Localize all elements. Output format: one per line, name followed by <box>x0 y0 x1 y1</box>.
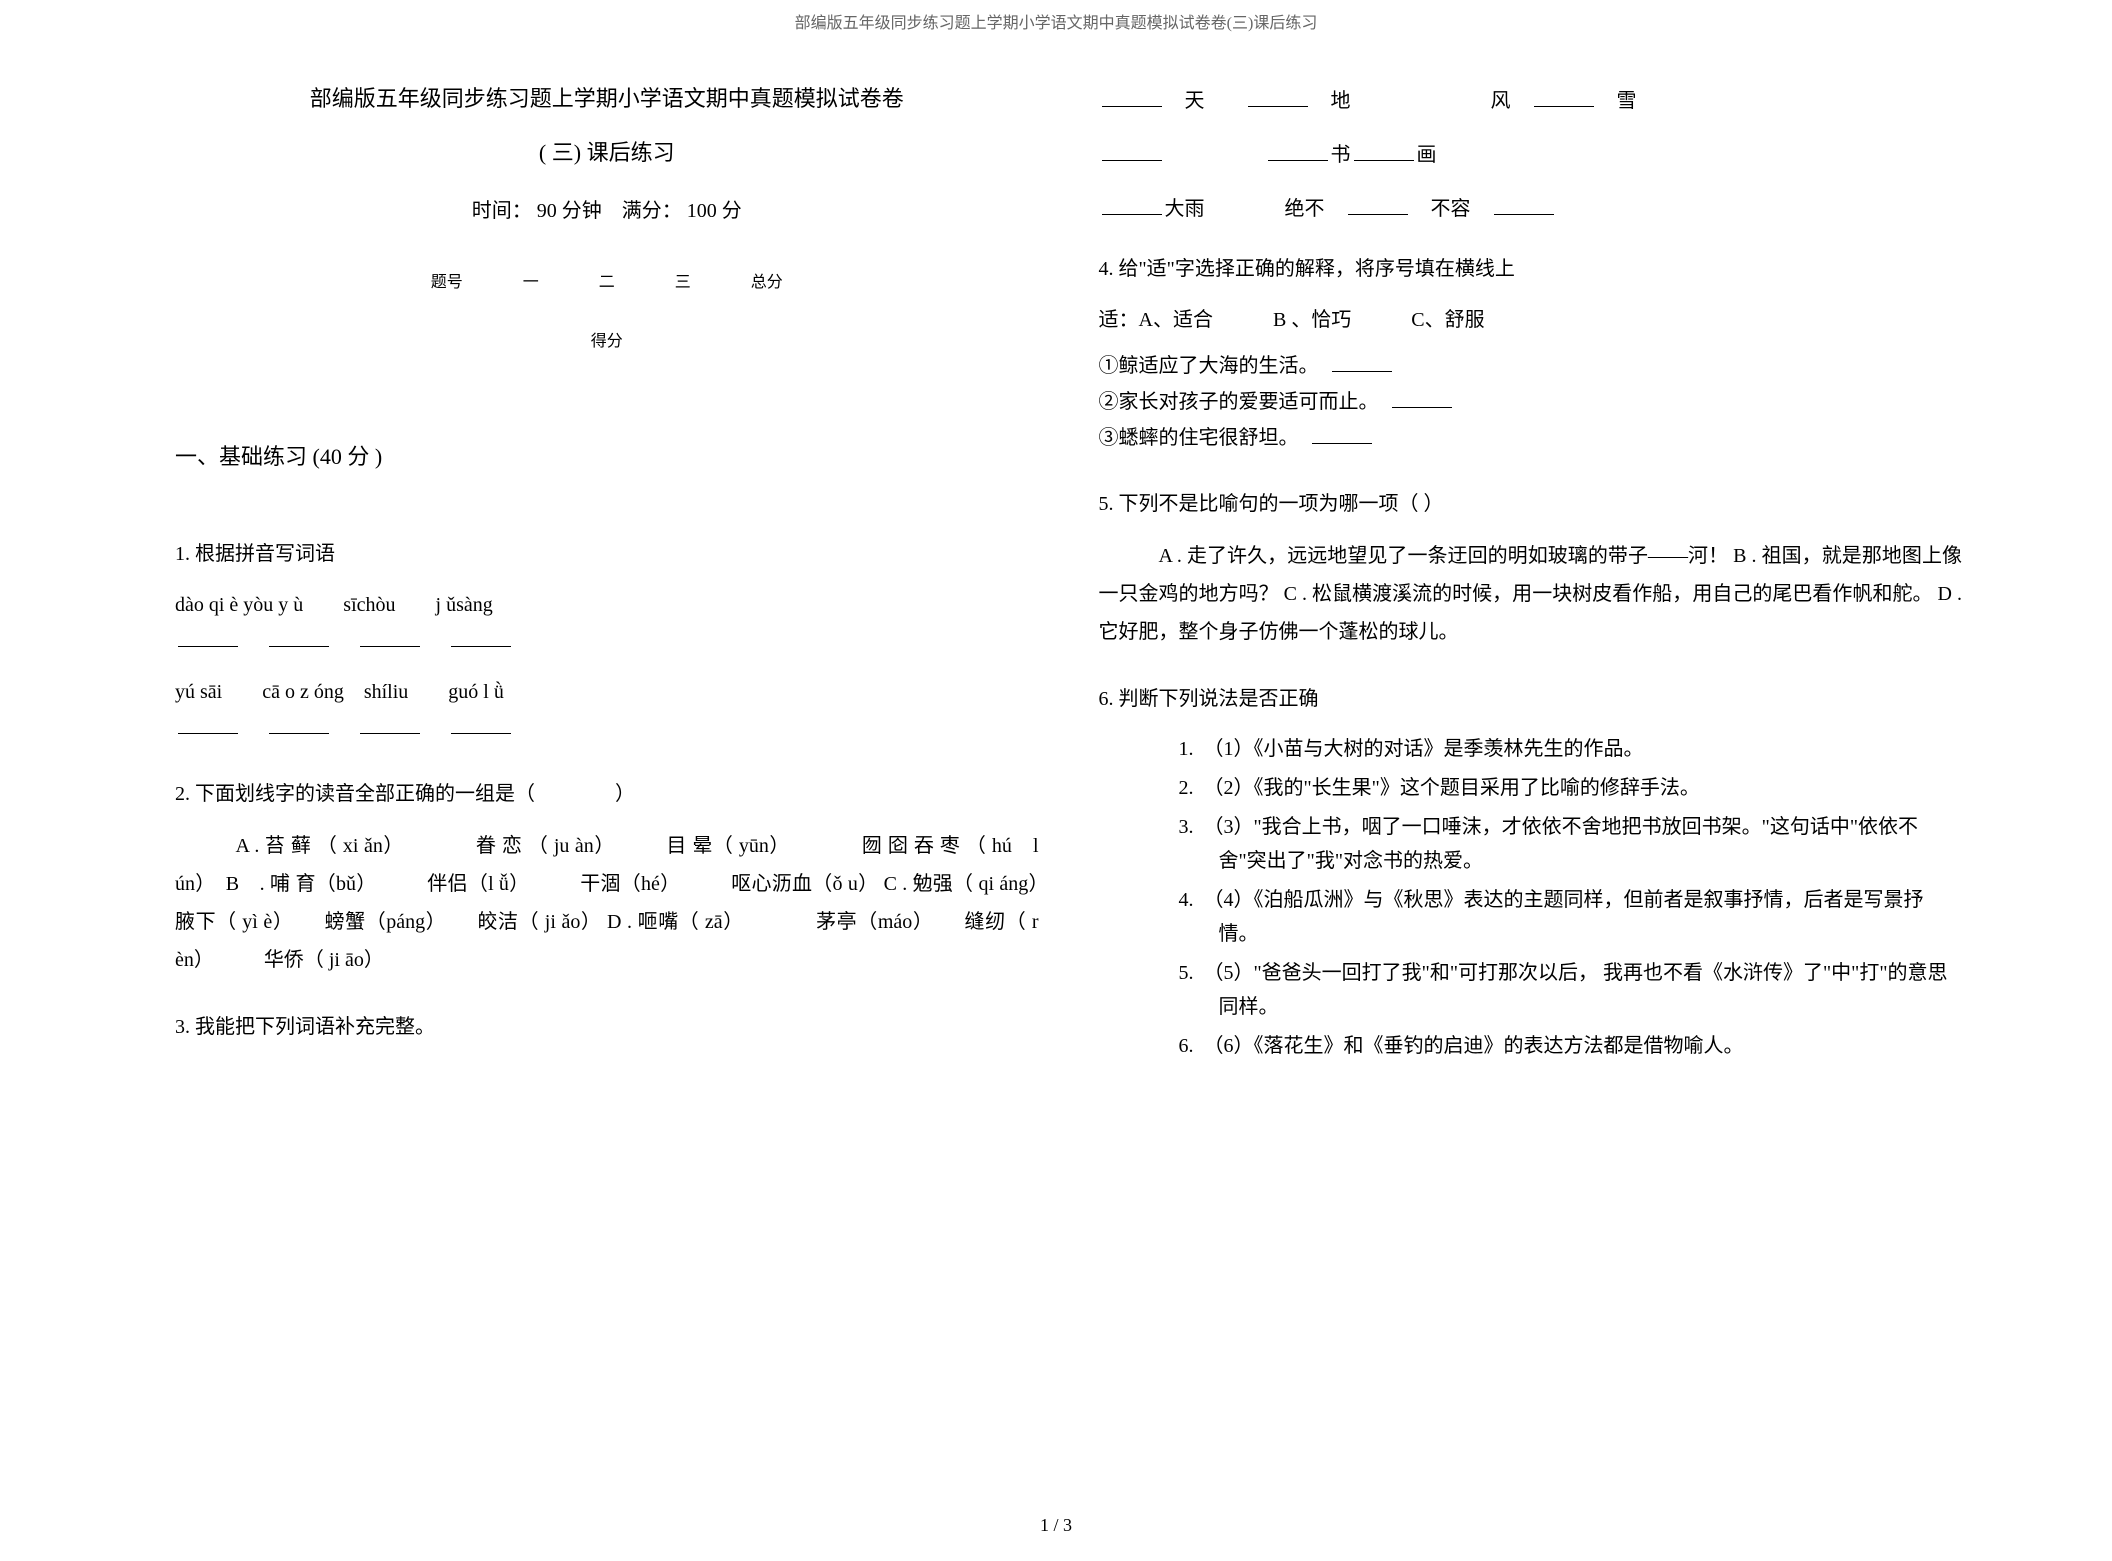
page-footer: 1 / 3 <box>0 1509 2112 1541</box>
blank-input[interactable] <box>451 712 511 734</box>
label-defen: 得分 <box>591 328 623 357</box>
question-1: 1. 根据拼音写词语 dào qi è yòu y ù sīchòu j ǔsà… <box>175 536 1039 746</box>
blank-input[interactable] <box>1312 422 1372 444</box>
q6-item-2: 2. （2）《我的"长生果"》这个题目采用了比喻的修辞手法。 <box>1179 771 1963 805</box>
q6-title: 6. 判断下列说法是否正确 <box>1099 681 1963 717</box>
text-dayu: 大雨 <box>1165 198 1205 220</box>
label-one: 一 <box>523 269 539 298</box>
blank-input[interactable] <box>1102 193 1162 215</box>
blank-input[interactable] <box>178 712 238 734</box>
label-two: 二 <box>599 269 615 298</box>
q1-blanks-row2 <box>175 710 1039 746</box>
blank-input[interactable] <box>1332 350 1392 372</box>
q5-title: 5. 下列不是比喻句的一项为哪一项（ ） <box>1099 486 1963 522</box>
blank-input[interactable] <box>1494 193 1554 215</box>
blank-input[interactable] <box>1354 139 1414 161</box>
blank-input[interactable] <box>360 625 420 647</box>
label-total: 总分 <box>751 269 783 298</box>
q6-item-3: 3. （3）"我合上书，咽了一口唾沫，才依依不舍地把书放回书架。"这句话中"依依… <box>1179 810 1963 878</box>
time-score: 时间： 90 分钟 满分： 100 分 <box>175 193 1039 229</box>
content-area: 部编版五年级同步练习题上学期小学语文期中真题模拟试卷卷 ( 三) 课后练习 时间… <box>0 59 2112 1093</box>
q5-content: A . 走了许久，远远地望见了一条迂回的明如玻璃的带子——河！ B . 祖国，就… <box>1099 537 1963 651</box>
left-column: 部编版五年级同步练习题上学期小学语文期中真题模拟试卷卷 ( 三) 课后练习 时间… <box>175 79 1069 1093</box>
q6-item-1-text: （1）《小苗与大树的对话》是季羡林先生的作品。 <box>1214 738 1644 760</box>
page: 部编版五年级同步练习题上学期小学语文期中真题模拟试卷卷(三)课后练习 部编版五年… <box>0 0 2112 1561</box>
q6-list: 1. （1）《小苗与大树的对话》是季羡林先生的作品。 2. （2）《我的"长生果… <box>1099 732 1963 1063</box>
score-value-row: 得分 <box>175 328 1039 357</box>
q6-item-5-text: （5）"爸爸头一回打了我"和"可打那次以后， 我再也不看《水浒传》了"中"打"的… <box>1214 962 1948 1018</box>
text-feng: 风 <box>1491 90 1511 112</box>
q2-title: 2. 下面划线字的读音全部正确的一组是（ ） <box>175 776 1039 812</box>
question-6: 6. 判断下列说法是否正确 1. （1）《小苗与大树的对话》是季羡林先生的作品。… <box>1099 681 1963 1063</box>
page-header: 部编版五年级同步练习题上学期小学语文期中真题模拟试卷卷(三)课后练习 <box>0 0 2112 59</box>
q6-item-2-text: （2）《我的"长生果"》这个题目采用了比喻的修辞手法。 <box>1214 777 1700 799</box>
blank-input[interactable] <box>1534 85 1594 107</box>
q6-item-5: 5. （5）"爸爸头一回打了我"和"可打那次以后， 我再也不看《水浒传》了"中"… <box>1179 956 1963 1024</box>
q4-item1-text: ①鲸适应了大海的生活。 <box>1099 355 1309 377</box>
question-3: 3. 我能把下列词语补充完整。 <box>175 1009 1039 1045</box>
fill-row-2: 书画 <box>1099 133 1963 177</box>
score-header-row: 题号 一 二 三 总分 <box>175 269 1039 298</box>
q6-item-4-text: （4）《泊船瓜洲》与《秋思》表达的主题同样，但前者是叙事抒情，后者是写景抒情。 <box>1214 889 1924 945</box>
q1-pinyin-row1: dào qi è yòu y ù sīchòu j ǔsàng <box>175 587 1039 623</box>
q1-blanks-row1 <box>175 623 1039 659</box>
q4-choices: 适：A、适合 B 、恰巧 C、舒服 <box>1099 302 1963 338</box>
blank-input[interactable] <box>1102 139 1162 161</box>
label-tihao: 题号 <box>431 269 463 298</box>
text-di: 地 <box>1331 90 1351 112</box>
q3-title: 3. 我能把下列词语补充完整。 <box>175 1009 1039 1045</box>
question-2: 2. 下面划线字的读音全部正确的一组是（ ） A . 苔 藓 （ xi ǎn） … <box>175 776 1039 979</box>
text-xue: 雪 <box>1617 90 1637 112</box>
q1-title: 1. 根据拼音写词语 <box>175 536 1039 572</box>
q6-item-6: 6. （6）《落花生》和《垂钓的启迪》的表达方法都是借物喻人。 <box>1179 1029 1963 1063</box>
q4-title: 4. 给"适"字选择正确的解释，将序号填在横线上 <box>1099 251 1963 287</box>
q4-item3-text: ③蟋蟀的住宅很舒坦。 <box>1099 427 1289 449</box>
question-4: 4. 给"适"字选择正确的解释，将序号填在横线上 适：A、适合 B 、恰巧 C、… <box>1099 251 1963 456</box>
blank-input[interactable] <box>1268 139 1328 161</box>
score-table: 题号 一 二 三 总分 得分 <box>175 269 1039 357</box>
section1-title: 一、基础练习 (40 分 ) <box>175 437 1039 477</box>
title-main: 部编版五年级同步练习题上学期小学语文期中真题模拟试卷卷 <box>175 79 1039 119</box>
text-shu: 书 <box>1331 144 1351 166</box>
blank-input[interactable] <box>1248 85 1308 107</box>
text-tian: 天 <box>1185 90 1205 112</box>
q4-item3: ③蟋蟀的住宅很舒坦。 <box>1099 420 1963 456</box>
q4-item2-text: ②家长对孩子的爱要适可而止。 <box>1099 391 1369 413</box>
q4-item2: ②家长对孩子的爱要适可而止。 <box>1099 384 1963 420</box>
blank-input[interactable] <box>1348 193 1408 215</box>
q6-item-3-text: （3）"我合上书，咽了一口唾沫，才依依不舍地把书放回书架。"这句话中"依依不舍"… <box>1214 816 1919 872</box>
question-5: 5. 下列不是比喻句的一项为哪一项（ ） A . 走了许久，远远地望见了一条迂回… <box>1099 486 1963 651</box>
blank-input[interactable] <box>269 625 329 647</box>
fill-row-1: 天 地 风 雪 <box>1099 79 1963 123</box>
q6-item-4: 4. （4）《泊船瓜洲》与《秋思》表达的主题同样，但前者是叙事抒情，后者是写景抒… <box>1179 883 1963 951</box>
q2-content: A . 苔 藓 （ xi ǎn） 眷 恋 （ ju àn） 目 晕（ yūn） … <box>175 827 1039 979</box>
blank-input[interactable] <box>360 712 420 734</box>
right-column: 天 地 风 雪 书画 大雨 绝不 不容 4. 给"适"字选择正确的解释，将序号填… <box>1069 79 1963 1093</box>
label-three: 三 <box>675 269 691 298</box>
blank-input[interactable] <box>1102 85 1162 107</box>
fill-row-3: 大雨 绝不 不容 <box>1099 187 1963 231</box>
q6-item-1: 1. （1）《小苗与大树的对话》是季羡林先生的作品。 <box>1179 732 1963 766</box>
text-burong: 不容 <box>1431 198 1471 220</box>
text-hua: 画 <box>1417 144 1437 166</box>
q1-pinyin-row2: yú sāi cā o z óng shíliu guó l ǜ <box>175 674 1039 710</box>
blank-input[interactable] <box>451 625 511 647</box>
title-sub: ( 三) 课后练习 <box>175 133 1039 173</box>
text-juebu: 绝不 <box>1285 198 1325 220</box>
blank-input[interactable] <box>178 625 238 647</box>
blank-input[interactable] <box>269 712 329 734</box>
q6-item-6-text: （6）《落花生》和《垂钓的启迪》的表达方法都是借物喻人。 <box>1214 1035 1744 1057</box>
q4-item1: ①鲸适应了大海的生活。 <box>1099 348 1963 384</box>
blank-input[interactable] <box>1392 386 1452 408</box>
